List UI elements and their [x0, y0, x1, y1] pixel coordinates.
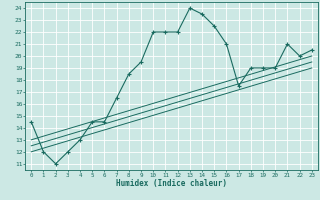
X-axis label: Humidex (Indice chaleur): Humidex (Indice chaleur)	[116, 179, 227, 188]
